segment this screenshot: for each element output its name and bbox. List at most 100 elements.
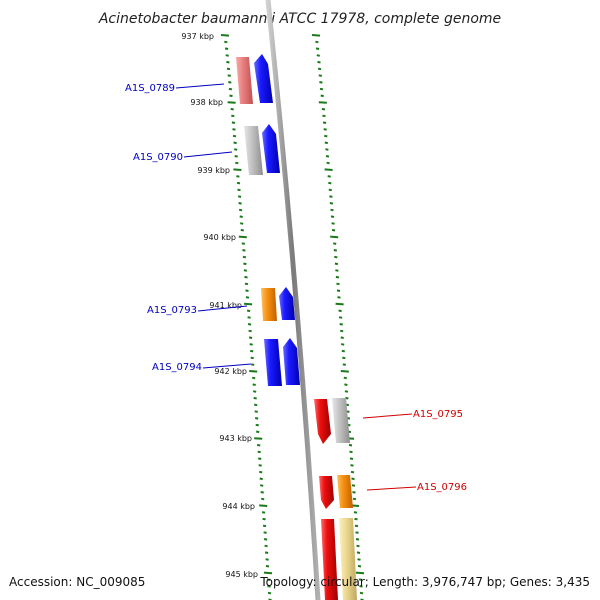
right-tick-minor [355,538,360,541]
right-tick-minor [324,141,328,145]
left-tick-minor [247,323,252,326]
right-tick-minor [352,491,356,494]
left-tick-minor [242,249,246,252]
left-tick-minor [252,376,256,380]
left-tick-minor [254,410,258,413]
left-tick-minor [237,188,241,192]
left-tick-minor [263,531,267,534]
left-tick-minor [236,181,241,185]
left-tick-minor [248,336,253,339]
right-tick-major [335,302,344,306]
left-tick-minor [265,558,269,561]
tick-label-944: 944 kbp [222,502,255,511]
left-tick-minor [257,443,261,447]
right-tick-minor [317,60,321,64]
gene-feature-blue-arrow[interactable] [262,124,280,173]
left-tick-minor [253,396,257,400]
gene-feature-red-arrow[interactable] [314,399,331,444]
left-tick-minor [240,222,244,225]
gene-label-a1s-0795[interactable]: A1S_0795 [413,409,463,420]
gene-feature-orange[interactable] [261,288,277,321]
gene-feature-blue-arrow[interactable] [279,287,295,320]
right-tick-minor [341,343,345,346]
gene-label-a1s-0794[interactable]: A1S_0794 [152,362,202,373]
right-tick-minor [325,148,329,151]
right-tick-minor [357,564,362,568]
right-tick-minor [318,74,322,77]
left-tick-minor [226,67,231,71]
right-tick-minor [358,578,363,581]
right-tick-major [311,34,321,37]
right-tick-minor [340,329,344,333]
left-tick-minor [232,134,237,138]
gene-label-a1s-0793[interactable]: A1S_0793 [147,305,197,316]
right-tick-minor [323,128,327,131]
right-tick-minor [319,81,323,84]
right-tick-minor [331,222,335,225]
left-tick-minor [228,87,233,91]
left-tick-major [244,302,253,306]
reverse-strand-ticks [220,34,273,600]
tick-label-945: 945 kbp [225,570,258,579]
right-tick-major [324,168,333,171]
left-tick-minor [236,175,240,178]
right-tick-minor [336,289,341,292]
left-tick-minor [246,309,251,313]
left-tick-minor [224,40,228,44]
right-tick-minor [329,195,333,198]
gene-feature-red[interactable] [321,519,338,600]
left-tick-minor [256,430,260,434]
right-tick-minor [351,477,355,481]
right-tick-minor [349,450,353,454]
gene-feature-pink[interactable] [236,57,253,104]
gene-label-a1s-0796[interactable]: A1S_0796 [417,482,467,493]
left-tick-minor [229,94,233,98]
right-tick-minor [333,242,337,245]
gene-label-a1s-0789[interactable]: A1S_0789 [125,83,175,94]
left-tick-minor [233,141,237,145]
left-tick-minor [244,275,248,279]
right-tick-minor [354,517,358,521]
left-tick-minor [262,517,266,521]
right-tick-minor [336,282,340,286]
right-tick-minor [344,383,348,386]
right-tick-minor [343,376,347,380]
left-tick-minor [267,585,271,588]
right-tick-minor [330,215,335,218]
gene-feature-red-arrow[interactable] [319,476,334,509]
right-tick-minor [327,175,331,178]
left-tick-minor [253,390,257,393]
right-tick-minor [335,269,339,272]
gene-feature-blue-arrow[interactable] [254,54,273,103]
right-tick-minor [331,228,336,232]
left-tick-minor [234,155,238,158]
left-tick-major [263,571,273,575]
right-tick-minor [330,208,334,212]
left-tick-minor [238,208,243,212]
left-tick-minor [264,544,268,548]
left-tick-minor [260,491,264,494]
left-tick-minor [228,81,232,84]
gene-feature-orange[interactable] [337,475,353,508]
left-tick-minor [231,121,236,124]
left-tick-minor [255,423,259,427]
gene-feature-gray[interactable] [332,398,350,443]
right-tick-minor [333,249,337,252]
right-tick-minor [334,262,339,266]
gene-feature-blue[interactable] [264,339,282,386]
right-tick-minor [315,47,320,50]
right-tick-minor [350,470,355,474]
left-tick-minor [250,356,254,360]
right-tick-minor [315,40,319,44]
gene-label-a1s-0790[interactable]: A1S_0790 [133,152,183,163]
gene-feature-khaki[interactable] [339,518,357,600]
right-tick-minor [324,134,328,138]
gene-feature-gray[interactable] [244,126,263,175]
right-tick-minor [321,107,326,111]
gene-feature-blue-arrow[interactable] [283,338,300,385]
tick-label-940: 940 kbp [203,233,236,242]
right-tick-minor [326,161,330,165]
topology-summary: Topology: circular; Length: 3,976,747 bp… [260,575,590,589]
left-tick-minor [241,242,245,245]
